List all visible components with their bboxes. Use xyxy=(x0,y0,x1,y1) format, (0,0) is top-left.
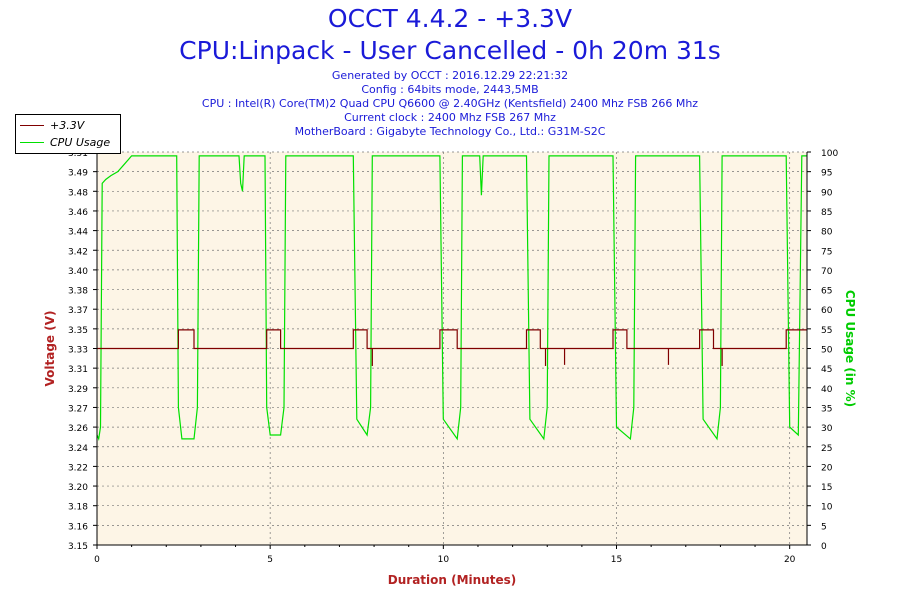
y2-tick-label: 15 xyxy=(821,483,832,493)
y-tick-label: 3.44 xyxy=(68,228,88,238)
y2-tick-label: 20 xyxy=(821,463,833,473)
info-motherboard: MotherBoard : Gigabyte Technology Co., L… xyxy=(294,125,606,138)
y2-tick-label: 70 xyxy=(821,267,833,277)
legend-item-voltage: +3.3V xyxy=(20,118,84,132)
y2-axis-label: CPU Usage (in %) xyxy=(843,290,857,407)
y2-tick-label: 5 xyxy=(821,522,827,532)
y2-tick-label: 90 xyxy=(821,188,833,198)
x-tick-label: 10 xyxy=(438,555,450,565)
y-tick-label: 3.33 xyxy=(68,346,88,356)
y-tick-label: 3.48 xyxy=(68,188,88,198)
y-tick-label: 3.37 xyxy=(68,306,88,316)
legend-item-cpu: CPU Usage xyxy=(20,135,110,149)
y2-tick-label: 55 xyxy=(821,326,832,336)
info-cpu: CPU : Intel(R) Core(TM)2 Quad CPU Q6600 … xyxy=(201,97,699,110)
series-line-cpu-usage xyxy=(96,155,807,442)
info-config: Config : 64bits mode, 2443,5MB xyxy=(361,83,539,96)
chart-title: OCCT 4.4.2 - +3.3V xyxy=(327,4,573,33)
y-tick-label: 3.22 xyxy=(68,463,88,473)
y-tick-label: 3.31 xyxy=(68,365,88,375)
legend-label-cpu: CPU Usage xyxy=(50,135,111,149)
y-tick-label: 3.38 xyxy=(68,287,88,297)
chart-subtitle: CPU:Linpack - User Cancelled - 0h 20m 31… xyxy=(179,36,721,65)
series-line-voltage xyxy=(97,329,807,350)
y-tick-label: 3.40 xyxy=(68,267,88,277)
y2-tick-label: 50 xyxy=(821,346,833,356)
x-tick-label: 15 xyxy=(611,555,622,565)
info-generated: Generated by OCCT : 2016.12.29 22:21:32 xyxy=(331,69,569,82)
x-axis-label: Duration (Minutes) xyxy=(388,573,516,587)
legend: +3.3V CPU Usage xyxy=(15,114,121,154)
y2-tick-label: 80 xyxy=(821,228,833,238)
y2-tick-label: 40 xyxy=(821,385,833,395)
y2-tick-label: 95 xyxy=(821,169,832,179)
y-tick-label: 3.24 xyxy=(68,444,88,454)
y-tick-label: 3.49 xyxy=(68,169,88,179)
x-tick-label: 20 xyxy=(784,555,796,565)
y-tick-label: 3.42 xyxy=(68,247,88,257)
y-tick-label: 3.16 xyxy=(68,522,88,532)
y2-tick-label: 45 xyxy=(821,365,832,375)
y-tick-label: 3.18 xyxy=(68,503,88,513)
y-tick-label: 3.20 xyxy=(68,483,88,493)
y2-tick-label: 75 xyxy=(821,247,832,257)
y2-tick-label: 30 xyxy=(821,424,833,434)
legend-label-voltage: +3.3V xyxy=(50,118,85,132)
y2-tick-label: 35 xyxy=(821,404,832,414)
y2-tick-label: 60 xyxy=(821,306,833,316)
x-tick-label: 5 xyxy=(267,555,273,565)
info-clock: Current clock : 2400 Mhz FSB 267 Mhz xyxy=(344,111,556,124)
y2-tick-label: 25 xyxy=(821,444,832,454)
y2-tick-label: 0 xyxy=(821,542,827,552)
legend-swatch-cpu xyxy=(20,141,44,143)
y-tick-label: 3.15 xyxy=(68,542,88,552)
x-tick-label: 0 xyxy=(94,555,100,565)
y2-tick-label: 65 xyxy=(821,287,832,297)
y-tick-label: 3.35 xyxy=(68,326,88,336)
legend-swatch-voltage xyxy=(20,124,44,126)
y-tick-label: 3.29 xyxy=(68,385,88,395)
y-axis-label: Voltage (V) xyxy=(43,311,57,387)
y-tick-label: 3.46 xyxy=(68,208,88,218)
y-tick-label: 3.51 xyxy=(68,149,88,159)
y2-tick-label: 85 xyxy=(821,208,832,218)
y-tick-label: 3.27 xyxy=(68,404,88,414)
y-tick-label: 3.26 xyxy=(68,424,88,434)
y2-tick-label: 10 xyxy=(821,503,833,513)
y2-tick-label: 100 xyxy=(821,149,838,159)
